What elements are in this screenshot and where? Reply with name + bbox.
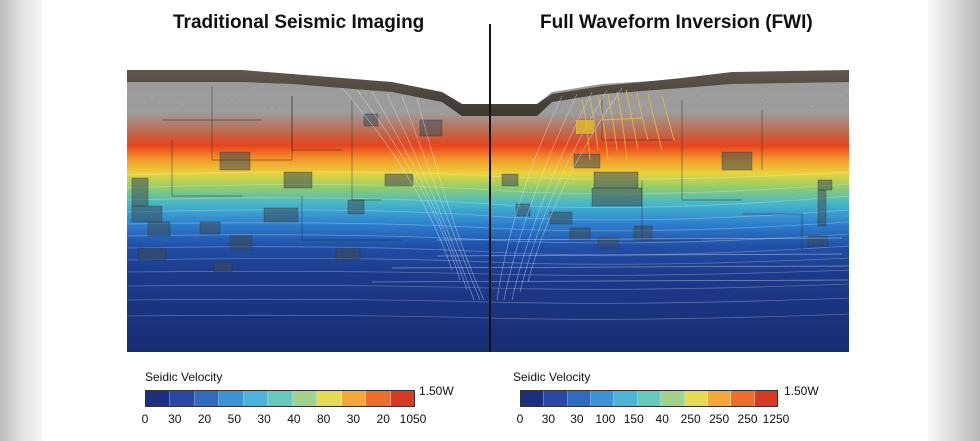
left-legend-label: Seidic Velocity xyxy=(145,370,223,384)
left-colorbar-tick-label: 0 xyxy=(141,412,149,426)
left-colorbar-swatch xyxy=(146,391,171,406)
left-colorbar-swatch xyxy=(219,391,244,406)
rock-texture xyxy=(151,95,843,111)
left-colorbar-tick-label: 20 xyxy=(197,412,212,426)
left-colorbar-tick-label: 50 xyxy=(227,412,242,426)
left-colorbar-tick-label: 1050 xyxy=(399,412,427,426)
right-colorbar-swatch xyxy=(521,391,545,406)
right-background-strip xyxy=(928,0,980,441)
fwi-highlight-block xyxy=(576,120,594,134)
right-colorbar-swatch xyxy=(707,391,732,406)
right-colorbar-swatch xyxy=(754,391,777,406)
right-colorbar-swatch xyxy=(591,391,615,406)
left-colorbar-tick-label: 30 xyxy=(168,412,182,426)
right-colorbar xyxy=(520,390,778,407)
right-colorbar-tick-label: 250 xyxy=(709,412,730,426)
right-colorbar-swatch xyxy=(731,391,755,406)
left-panel-title: Traditional Seismic Imaging xyxy=(173,12,425,33)
left-colorbar-swatch xyxy=(366,391,391,406)
ray-paths xyxy=(341,87,849,301)
left-colorbar-tick-label: 30 xyxy=(346,412,361,426)
topsoil-layer xyxy=(127,70,849,116)
right-legend-max-label: 1.50W xyxy=(784,384,819,398)
left-colorbar-tick-label: 80 xyxy=(316,412,331,426)
left-colorbar xyxy=(145,390,415,407)
right-colorbar-tick-label: 30 xyxy=(541,412,556,426)
block-structures-left xyxy=(131,113,443,273)
right-colorbar-tick-label: 250 xyxy=(680,412,701,426)
right-colorbar-tick-label: 150 xyxy=(623,412,644,426)
fwi-ray-traces xyxy=(581,89,675,161)
right-colorbar-swatch xyxy=(661,391,685,406)
right-colorbar-tick-label: 40 xyxy=(655,412,669,426)
right-panel-title: Full Waveform Inversion (FWI) xyxy=(540,12,813,33)
block-structures-right xyxy=(501,119,833,249)
left-colorbar-swatch xyxy=(268,391,293,406)
right-colorbar-tick-label: 250 xyxy=(737,412,758,426)
right-colorbar-swatch xyxy=(544,391,568,406)
right-colorbar-swatch xyxy=(567,391,592,406)
left-colorbar-swatch xyxy=(194,391,220,406)
right-colorbar-tick-label: 0 xyxy=(516,412,524,426)
left-colorbar-tick-label: 20 xyxy=(376,412,390,426)
left-colorbar-tick-label: 40 xyxy=(287,412,301,426)
right-colorbar-swatch xyxy=(637,391,662,406)
left-colorbar-swatch xyxy=(317,391,342,406)
left-colorbar-swatch xyxy=(292,391,318,406)
velocity-field xyxy=(127,73,849,352)
right-colorbar-swatch xyxy=(614,391,638,406)
figure-canvas: Traditional Seismic Imaging Full Wavefor… xyxy=(42,0,928,441)
right-colorbar-swatch xyxy=(684,391,708,406)
left-colorbar-swatch xyxy=(341,391,367,406)
left-background-strip xyxy=(0,0,42,441)
velocity-cross-section xyxy=(127,24,849,352)
right-colorbar-tick-label: 100 xyxy=(595,412,616,426)
right-legend-label: Seidic Velocity xyxy=(513,370,591,384)
left-colorbar-swatch xyxy=(390,391,414,406)
left-legend-max-label: 1.50W xyxy=(419,384,454,398)
right-colorbar-tick-label: 30 xyxy=(570,412,584,426)
right-colorbar-tick-label: 1250 xyxy=(762,412,790,426)
left-colorbar-swatch xyxy=(170,391,195,406)
left-colorbar-tick-label: 30 xyxy=(257,412,271,426)
left-colorbar-swatch xyxy=(243,391,269,406)
